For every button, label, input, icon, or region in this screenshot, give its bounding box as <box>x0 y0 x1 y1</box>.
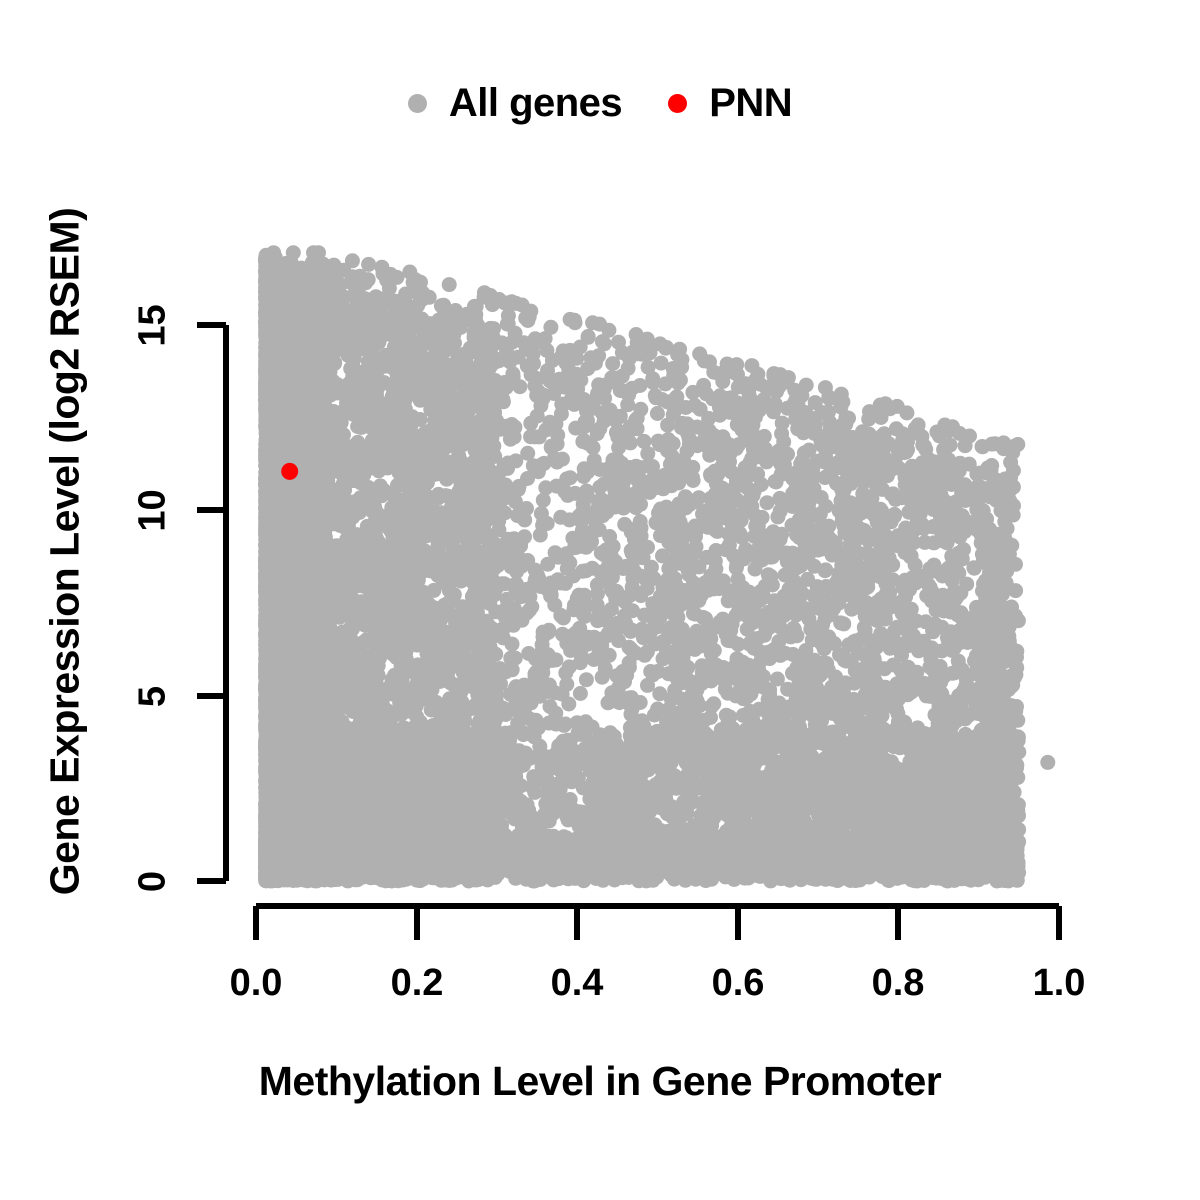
y-tick-label-15: 15 <box>131 304 174 347</box>
legend-label-pnn: PNN <box>709 81 793 125</box>
all-genes-marker-icon <box>407 93 427 113</box>
x-tick-label-2: 0.4 <box>550 962 604 1004</box>
y-tick-label-0: 0 <box>131 870 174 893</box>
legend-entry-all-genes: All genes <box>407 81 623 125</box>
pnn-marker-icon <box>668 93 688 113</box>
x-tick-label-0: 0.0 <box>229 962 283 1004</box>
pnn-data-point <box>281 462 299 480</box>
legend-label-all-genes: All genes <box>448 81 623 125</box>
axis-lines-layer <box>197 322 1062 940</box>
data-points-layer <box>258 245 1056 889</box>
y-axis-title: Gene Expression Level (log2 RSEM) <box>41 207 88 896</box>
pnn-highlight-point <box>281 462 299 480</box>
legend-entry-pnn: PNN <box>668 81 793 125</box>
x-tick-label-3: 0.6 <box>711 962 765 1004</box>
legend: All genes PNN <box>0 83 1200 123</box>
x-tick-label-5: 1.0 <box>1032 962 1086 1004</box>
y-tick-label-5: 5 <box>131 685 174 708</box>
x-axis-title: Methylation Level in Gene Promoter <box>258 1058 942 1104</box>
y-tick-label-10: 10 <box>131 489 174 532</box>
x-tick-label-4: 0.8 <box>871 962 925 1004</box>
x-tick-label-1: 0.2 <box>390 962 444 1004</box>
